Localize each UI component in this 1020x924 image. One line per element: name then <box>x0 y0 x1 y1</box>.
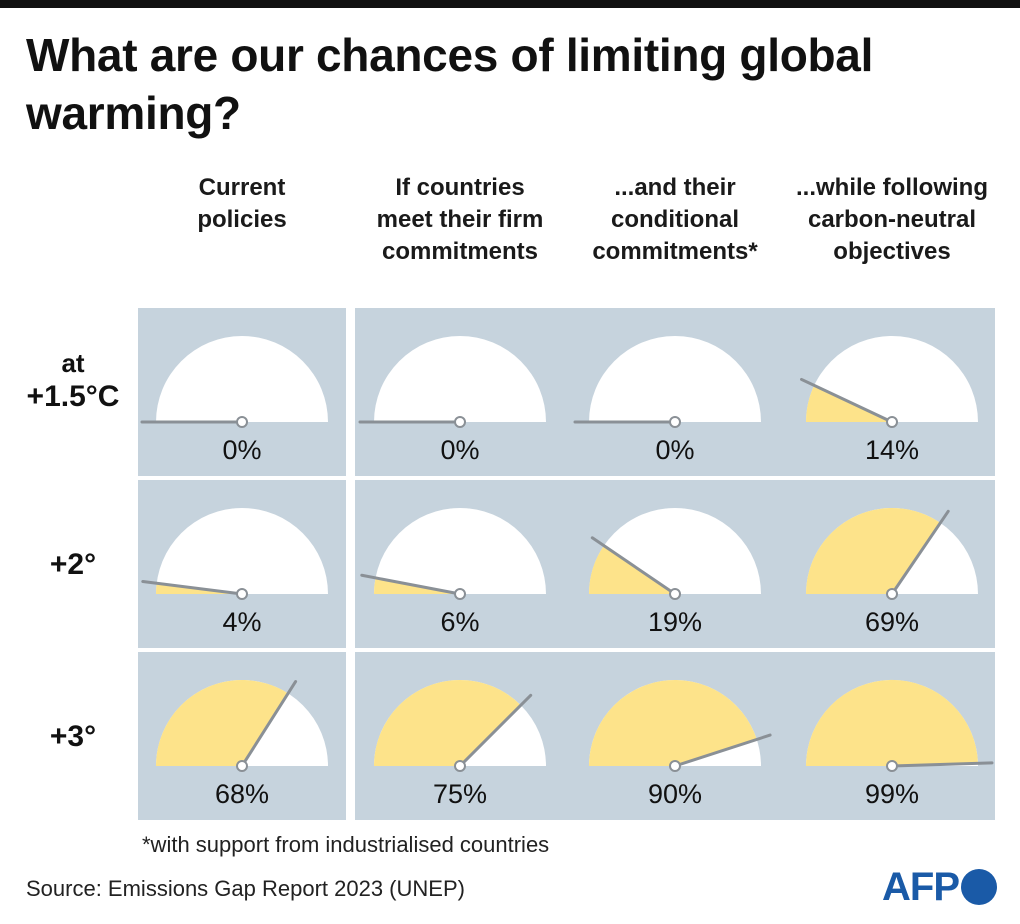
gauge-needle <box>141 579 244 596</box>
gauge-value-r1-c2: 0% <box>440 435 480 465</box>
gauge-pivot <box>669 416 681 428</box>
gauge-pivot <box>236 588 248 600</box>
gauge-fill <box>589 545 675 594</box>
gauge-pivot <box>454 760 466 772</box>
gauge-pivot <box>454 416 466 428</box>
gauge-pivot <box>886 760 898 772</box>
gauge-r3-c3 <box>589 679 772 772</box>
gauge-r2-c1 <box>141 508 328 600</box>
gauge-value-r3-c2: 75% <box>432 779 488 809</box>
gauge-value-r1-c1: 0% <box>222 435 262 465</box>
gauge-r2-c4 <box>806 507 978 600</box>
gauge-pivot <box>886 588 898 600</box>
gauge-needle <box>890 761 994 768</box>
source-note: Source: Emissions Gap Report 2023 (UNEP) <box>26 876 465 901</box>
afp-logo-text: AFP <box>882 865 960 909</box>
gauge-pivot <box>454 588 466 600</box>
row-label-text: +3° <box>49 720 97 753</box>
gauge-r2-c2 <box>360 508 546 600</box>
row-label-3: +3° <box>14 720 132 754</box>
gauge-r3-c1 <box>156 680 328 772</box>
gauge-needle <box>458 693 533 768</box>
footnote: *with support from industrialised countr… <box>142 832 550 857</box>
gauge-value-r2-c4: 69% <box>864 607 920 637</box>
row-label-2: +2° <box>14 548 132 582</box>
gauge-value-r3-c1: 68% <box>214 779 270 809</box>
gauge-r2-c3 <box>589 508 761 600</box>
gauge-needle <box>673 733 772 768</box>
gauge-needle <box>360 573 462 596</box>
gauge-r3-c2 <box>374 680 546 772</box>
gauge-value-r2-c2: 6% <box>440 607 480 637</box>
gauge-needle <box>240 680 298 768</box>
gauge-needle <box>590 536 677 596</box>
row-label-text: +1.5°C <box>26 380 120 413</box>
chart-title: What are our chances of limiting global … <box>26 29 874 139</box>
column-header-4: ...while following carbon-neutral object… <box>796 174 988 265</box>
gauge-pivot <box>886 416 898 428</box>
column-header-2: If countries meet their firm commitments <box>376 174 544 265</box>
gauge-value-r3-c4: 99% <box>864 779 920 809</box>
gauge-value-r1-c4: 14% <box>864 435 920 465</box>
gauge-r1-c4 <box>800 336 978 428</box>
gauge-fill <box>374 680 521 766</box>
gauge-fill <box>806 507 941 594</box>
column-header-1: Current policies <box>197 174 287 233</box>
row-label-text: +2° <box>49 548 97 581</box>
gauge-face <box>156 508 328 594</box>
row-label-prefix: at <box>61 348 85 378</box>
row-label-1: at +1.5°C <box>14 346 132 414</box>
gauge-r1-c2 <box>358 336 546 428</box>
gauge-r1-c3 <box>573 336 761 428</box>
top-rule <box>0 0 1020 8</box>
gauge-value-r3-c3: 90% <box>647 779 703 809</box>
gauge-face <box>374 508 546 594</box>
afp-logo-dot <box>961 869 997 905</box>
gauge-fill <box>589 679 757 766</box>
gauge-needle <box>800 377 894 424</box>
gauge-fill <box>805 679 978 766</box>
gauge-value-r1-c3: 0% <box>655 435 695 465</box>
gauge-face <box>374 336 546 422</box>
column-header-3: ...and their conditional commitments* <box>592 174 758 265</box>
afp-logo: AFP <box>882 862 997 912</box>
gauge-needle <box>890 509 950 596</box>
gauge-pivot <box>669 760 681 772</box>
gauge-face <box>156 336 328 422</box>
gauge-value-r2-c3: 19% <box>647 607 703 637</box>
gauge-face <box>589 336 761 422</box>
gauge-pivot <box>669 588 681 600</box>
gauge-r1-c1 <box>140 336 328 428</box>
gauge-pivot <box>236 760 248 772</box>
gauge-value-r2-c1: 4% <box>222 607 262 637</box>
gauge-pivot <box>236 416 248 428</box>
gauge-r3-c4 <box>805 679 994 772</box>
